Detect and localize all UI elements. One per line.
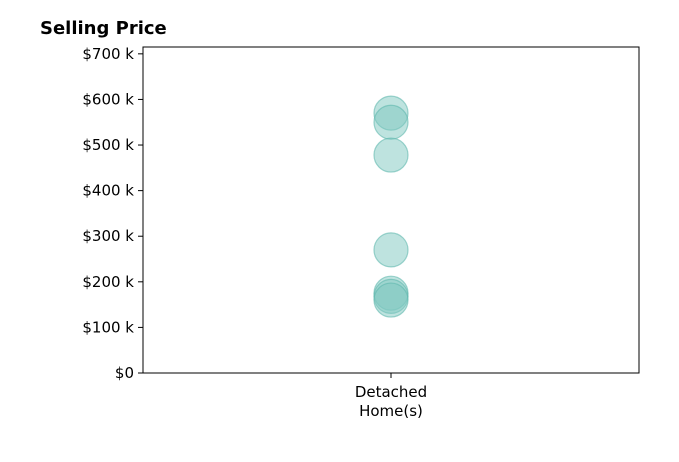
data-point: [373, 232, 409, 268]
y-tick-label: $700 k: [82, 45, 134, 63]
y-tick-label: $200 k: [82, 273, 134, 291]
x-tick-label: Detached Home(s): [355, 383, 427, 420]
data-point: [373, 104, 409, 140]
chart-title: Selling Price: [40, 18, 167, 39]
y-tick-label: $600 k: [82, 90, 134, 108]
y-tick-label: $300 k: [82, 227, 134, 245]
plot-area: $0 $100 k $200 k $300 k $400 k $500 k $600 k $7…: [82, 45, 640, 420]
y-tick-label: $400 k: [82, 182, 134, 200]
y-tick-label: $500 k: [82, 136, 134, 154]
data-point: [373, 137, 409, 173]
y-tick-label: $100 k: [82, 318, 134, 336]
data-point: [373, 282, 409, 318]
y-tick-label: $0: [115, 364, 134, 382]
